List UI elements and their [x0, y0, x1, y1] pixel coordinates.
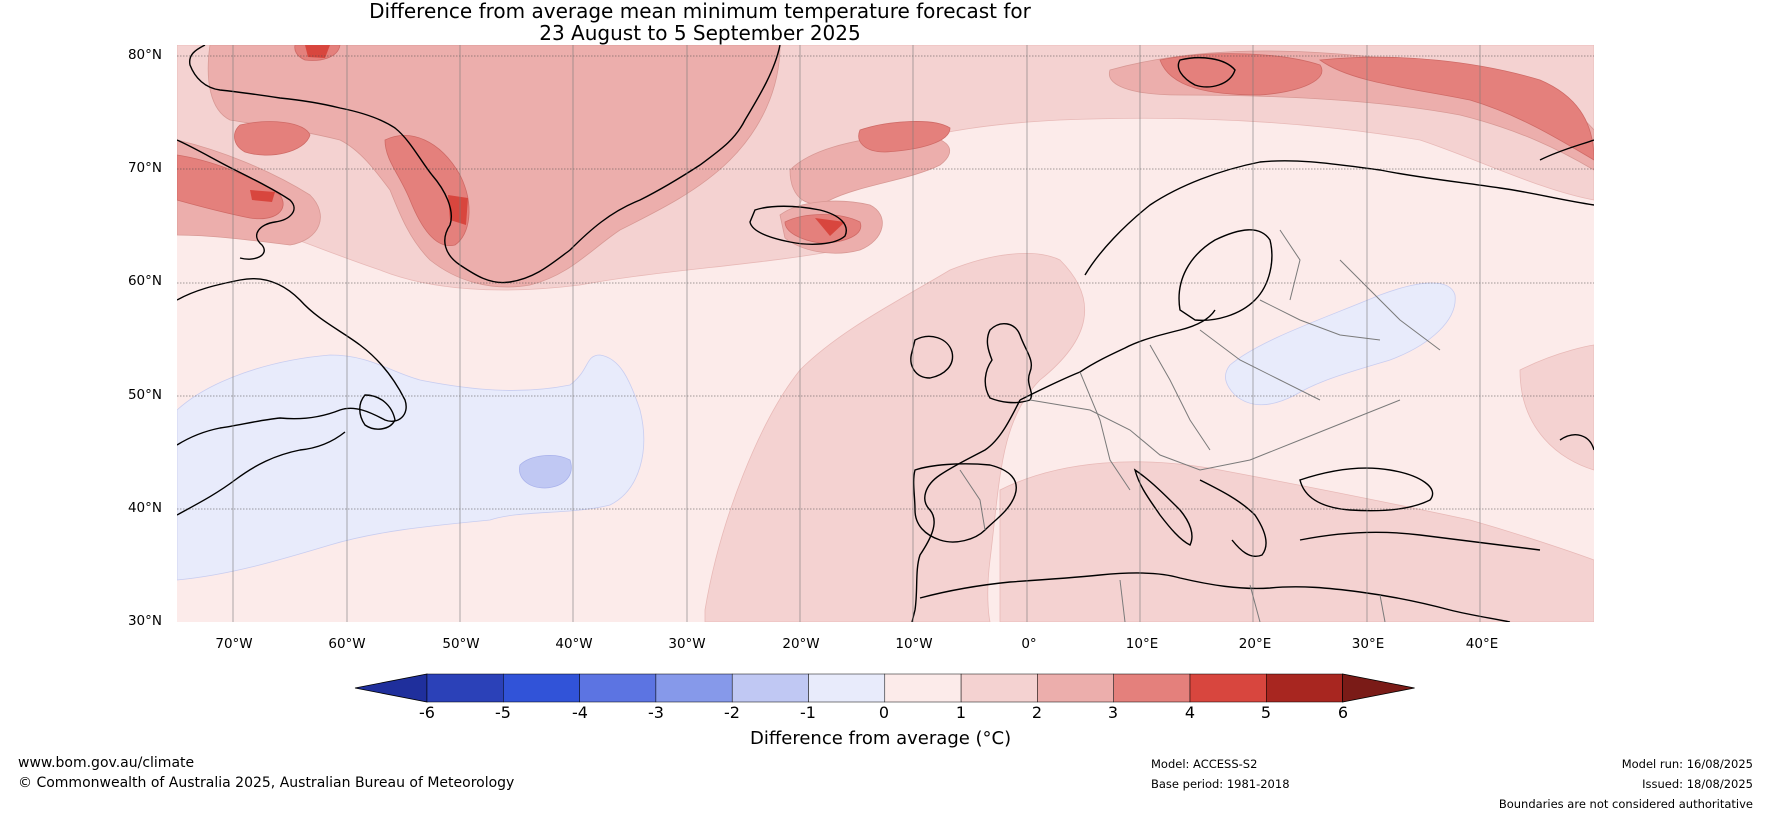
- lon-label: 60°W: [328, 636, 366, 652]
- anomaly-region: [384, 135, 470, 246]
- colorbar-segment: [579, 673, 657, 703]
- lat-label: 40°N: [127, 500, 162, 516]
- colorbar-tick: -1: [800, 703, 816, 722]
- lon-label: 40°W: [555, 636, 593, 652]
- model-run-text: Model run: 16/08/2025: [1621, 757, 1753, 771]
- colorbar-tick: -4: [572, 703, 588, 722]
- colorbar-tick: 2: [1031, 703, 1043, 722]
- lat-label: 60°N: [127, 273, 162, 289]
- colorbar-segment: [655, 673, 733, 703]
- lon-label: 70°W: [215, 636, 253, 652]
- anomaly-region: [999, 461, 1594, 622]
- colorbar-segment: [503, 673, 580, 703]
- anomaly-region: [234, 121, 311, 156]
- colorbar-segment: [884, 673, 962, 703]
- anomaly-region: [448, 195, 468, 225]
- colorbar-segment: [426, 673, 504, 703]
- base-period-text: Base period: 1981-2018: [1151, 777, 1290, 791]
- lat-label: 70°N: [127, 160, 162, 176]
- colorbar-segment: [1189, 673, 1267, 703]
- colorbar-tick: 3: [1107, 703, 1119, 722]
- colorbar-segment: [1037, 673, 1114, 703]
- lon-label: 0°: [1021, 636, 1037, 652]
- colorbar-tick: 4: [1184, 703, 1196, 722]
- colorbar-segment: [731, 673, 809, 703]
- anomaly-region: [1519, 344, 1594, 471]
- anomaly-region: [858, 121, 951, 153]
- colorbar-tick: 6: [1337, 703, 1349, 722]
- lon-label: 30°E: [1351, 636, 1385, 652]
- colorbar-tick: -3: [648, 703, 664, 722]
- copyright-text: © Commonwealth of Australia 2025, Austra…: [18, 775, 515, 791]
- lon-label: 20°E: [1238, 636, 1272, 652]
- colorbar-tick: 5: [1260, 703, 1272, 722]
- model-text: Model: ACCESS-S2: [1151, 757, 1258, 771]
- colorbar-segment: [960, 673, 1038, 703]
- anomaly-region: [250, 190, 275, 202]
- graticule: [177, 55, 1594, 510]
- lat-label: 30°N: [127, 613, 162, 629]
- lon-label: 30°W: [668, 636, 706, 652]
- colorbar-segment: [1113, 673, 1191, 703]
- colorbar-segment: [1266, 673, 1343, 703]
- colorbar: [354, 673, 1415, 703]
- colorbar-label: Difference from average (°C): [750, 728, 1012, 749]
- anomaly-region: [1225, 282, 1456, 406]
- map-title-line1: Difference from average mean minimum tem…: [369, 0, 1031, 23]
- website-link[interactable]: www.bom.gov.au/climate: [18, 755, 195, 771]
- anomaly-region: [815, 218, 845, 236]
- anomaly-region: [177, 154, 284, 220]
- lon-label: 10°W: [895, 636, 933, 652]
- lat-label: 80°N: [127, 47, 162, 63]
- lat-label: 50°N: [127, 387, 162, 403]
- disclaimer-text: Boundaries are not considered authoritat…: [1498, 797, 1753, 811]
- colorbar-tick: -6: [419, 703, 435, 722]
- graticule-meridians: [232, 45, 1481, 622]
- colorbar-tick: 0: [878, 703, 890, 722]
- colorbar-tick: -2: [724, 703, 740, 722]
- colorbar-segment: [808, 673, 886, 703]
- country-borders: [959, 229, 1441, 622]
- colorbar-extend-low: [354, 673, 428, 703]
- anomaly-region: [305, 45, 330, 58]
- colorbar-tick: 1: [955, 703, 967, 722]
- coastlines: [177, 45, 1594, 622]
- lon-label: 40°E: [1465, 636, 1499, 652]
- anomaly-region: [1318, 56, 1594, 161]
- colorbar-extend-high: [1342, 673, 1415, 703]
- lon-label: 10°E: [1125, 636, 1159, 652]
- colorbar-tick: -5: [495, 703, 511, 722]
- lon-label: 20°W: [782, 636, 820, 652]
- anomaly-region: [519, 455, 572, 489]
- anomaly-region: [1159, 53, 1323, 96]
- issued-text: Issued: 18/08/2025: [1642, 777, 1753, 791]
- map-title-line2: 23 August to 5 September 2025: [539, 21, 861, 45]
- lon-label: 50°W: [442, 636, 480, 652]
- anomaly-region: [177, 354, 645, 581]
